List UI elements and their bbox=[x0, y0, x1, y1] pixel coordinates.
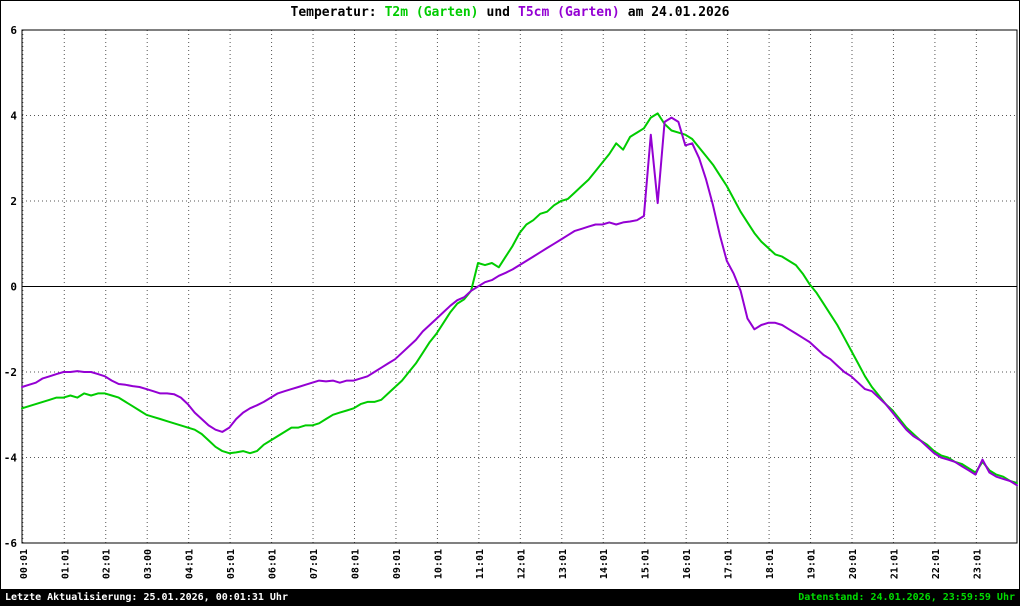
x-tick-label: 11:01 bbox=[475, 549, 486, 579]
x-tick-label: 07:01 bbox=[309, 549, 320, 579]
x-tick-label: 18:01 bbox=[765, 549, 776, 579]
x-tick-label: 21:01 bbox=[889, 549, 900, 579]
x-tick-label: 14:01 bbox=[599, 549, 610, 579]
x-tick-label: 01:01 bbox=[60, 549, 71, 579]
x-tick-label: 05:01 bbox=[226, 549, 237, 579]
title-connector: und bbox=[486, 5, 510, 20]
y-tick-label: 4 bbox=[10, 110, 17, 123]
x-tick-label: 19:01 bbox=[807, 549, 818, 579]
x-tick-label: 15:01 bbox=[641, 549, 652, 579]
x-tick-label: 12:01 bbox=[516, 549, 527, 579]
y-tick-label: 2 bbox=[10, 195, 17, 208]
x-tick-label: 17:01 bbox=[724, 549, 735, 579]
title-suffix: am 24.01.2026 bbox=[627, 5, 730, 20]
x-tick-label: 03:00 bbox=[143, 549, 154, 579]
y-tick-label: 0 bbox=[10, 281, 17, 294]
x-tick-label: 02:01 bbox=[102, 549, 113, 579]
x-tick-label: 04:01 bbox=[185, 549, 196, 579]
x-tick-label: 23:01 bbox=[972, 549, 983, 579]
y-tick-label: -4 bbox=[4, 452, 18, 465]
x-tick-label: 10:01 bbox=[433, 549, 444, 579]
title-prefix: Temperatur: bbox=[290, 5, 377, 20]
last-update-text: Letzte Aktualisierung: 25.01.2026, 00:01… bbox=[5, 591, 288, 603]
footer-bar: Letzte Aktualisierung: 25.01.2026, 00:01… bbox=[1, 589, 1019, 605]
series-line-t2m bbox=[21, 112, 1018, 485]
x-tick-label: 09:01 bbox=[392, 549, 403, 579]
series-line-t5cm bbox=[21, 116, 1018, 487]
data-timestamp-text: Datenstand: 24.01.2026, 23:59:59 Uhr bbox=[798, 591, 1015, 603]
x-tick-label: 22:01 bbox=[931, 549, 942, 579]
plot-border bbox=[21, 29, 1018, 544]
y-tick-label: -2 bbox=[4, 366, 17, 379]
x-tick-label: 06:01 bbox=[268, 549, 279, 579]
x-tick-label: 00:01 bbox=[19, 549, 30, 579]
x-tick-label: 08:01 bbox=[350, 549, 361, 579]
x-tick-label: 20:01 bbox=[848, 549, 859, 579]
title-series2: T5cm (Garten) bbox=[518, 5, 620, 20]
x-tick-label: 16:01 bbox=[682, 549, 693, 579]
y-tick-label: -6 bbox=[4, 537, 18, 550]
chart-title: Temperatur: T2m (Garten) und T5cm (Garte… bbox=[1, 5, 1019, 20]
title-series1: T2m (Garten) bbox=[384, 5, 479, 20]
y-tick-label: 6 bbox=[10, 24, 17, 37]
x-tick-label: 13:01 bbox=[558, 549, 569, 579]
